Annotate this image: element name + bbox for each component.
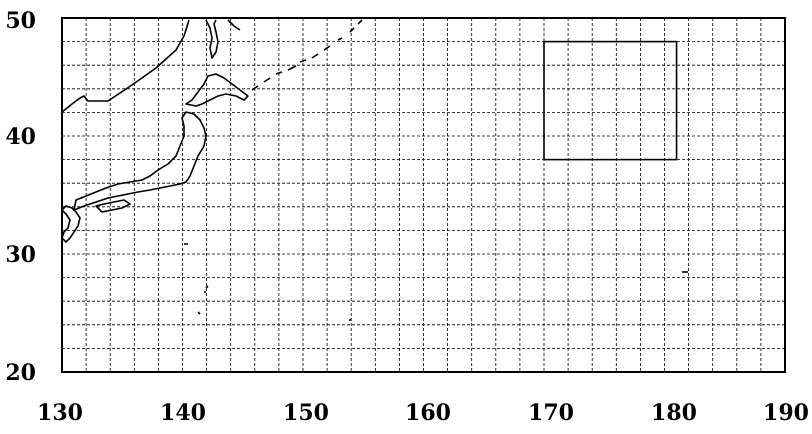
coastline [61, 19, 688, 321]
coast-honshu [73, 111, 207, 211]
coast-kurils [251, 19, 363, 91]
graticule-grid [62, 18, 785, 372]
plot-frame [61, 17, 786, 373]
x-tick-label: 150 [283, 400, 329, 426]
x-tick-label: 170 [528, 400, 574, 426]
y-tick-label: 50 [5, 8, 36, 34]
coast-kyushu [61, 205, 81, 243]
coast-izu-islands [184, 243, 209, 315]
y-tick-label: 40 [5, 124, 36, 150]
x-tick-label: 160 [405, 400, 451, 426]
coast-mainland [61, 19, 190, 113]
coast-sakhalin-tip [227, 19, 241, 31]
coast-sakhalin [205, 19, 219, 59]
x-tick-label: 190 [763, 400, 809, 426]
coast-hokkaido [185, 73, 249, 107]
x-tick-label: 140 [160, 400, 206, 426]
x-tick-labels: 130 140 150 160 170 180 190 [37, 400, 809, 426]
y-tick-labels: 50 40 30 20 [5, 8, 36, 386]
x-tick-label: 130 [37, 400, 83, 426]
region-box [543, 40, 678, 161]
x-tick-label: 180 [651, 400, 697, 426]
y-tick-label: 30 [5, 242, 36, 268]
coast-shikoku [95, 199, 131, 213]
y-tick-label: 20 [5, 360, 36, 386]
